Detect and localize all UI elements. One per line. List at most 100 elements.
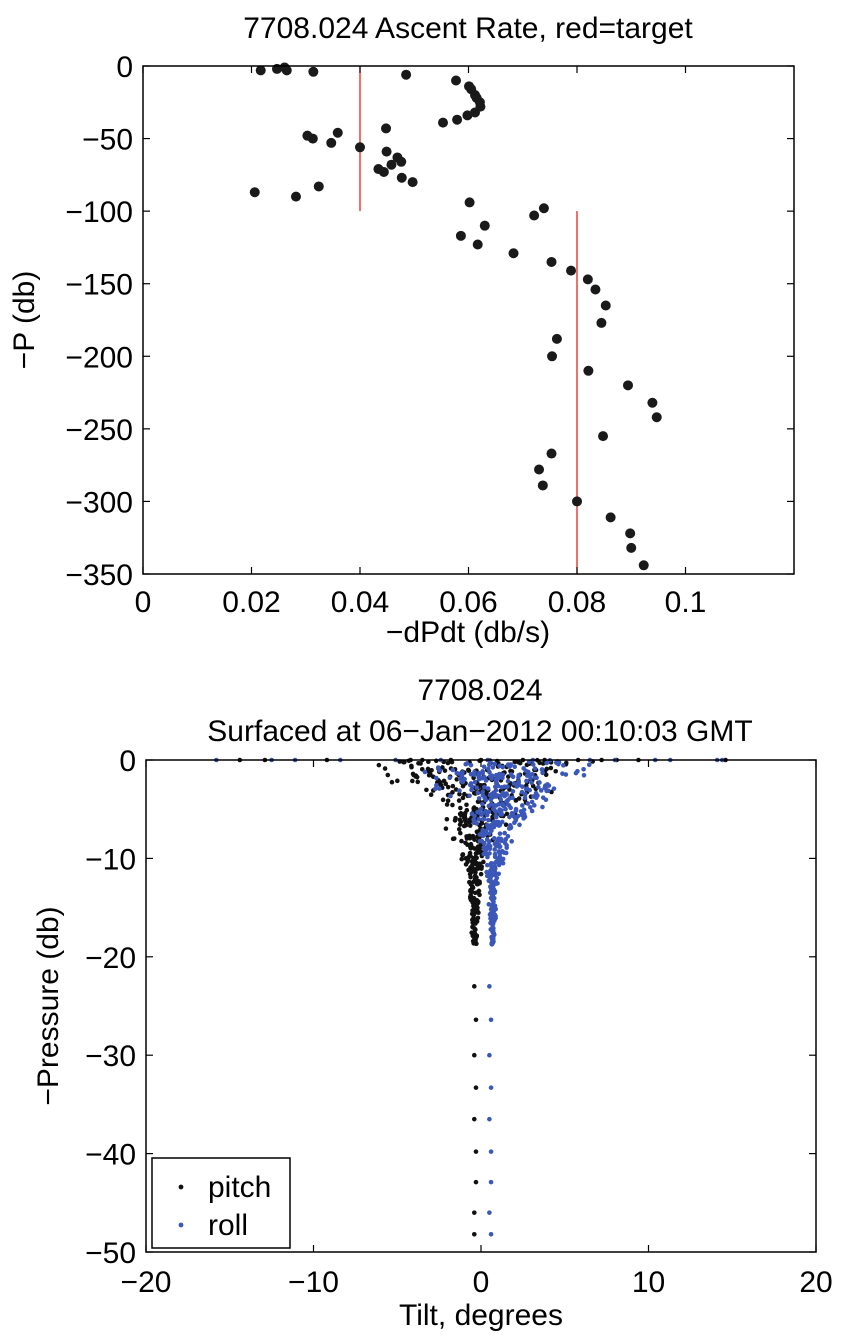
pitch-point	[450, 836, 456, 842]
legend-box	[151, 1157, 291, 1249]
pitch-point	[411, 772, 416, 778]
data-point	[451, 75, 462, 86]
data-point	[255, 65, 266, 76]
roll-point	[434, 775, 439, 781]
pitch-point	[479, 866, 484, 871]
roll-point	[586, 762, 592, 768]
data-point	[551, 333, 562, 344]
data-point	[479, 220, 490, 231]
roll-point	[502, 830, 507, 836]
roll-point	[480, 769, 485, 774]
data-point	[249, 187, 260, 198]
data-point	[566, 265, 577, 276]
data-point	[452, 114, 463, 125]
pitch-point	[458, 805, 463, 811]
y-tick-label: 0	[119, 745, 136, 778]
roll-point	[488, 797, 494, 803]
roll-point	[476, 816, 482, 822]
roll-point	[521, 816, 526, 821]
data-point	[378, 166, 389, 177]
roll-point	[489, 828, 494, 834]
data-point	[626, 542, 637, 553]
pitch-point	[468, 889, 473, 894]
roll-point	[490, 870, 495, 876]
pitch-point	[471, 860, 477, 866]
roll-point	[490, 888, 496, 893]
data-point	[534, 464, 545, 475]
ascent-rate-points	[249, 62, 662, 571]
roll-point	[488, 801, 494, 807]
legend-roll-marker	[178, 1222, 184, 1228]
data-point	[622, 380, 633, 391]
roll-point	[468, 771, 474, 777]
roll-point	[435, 765, 441, 770]
roll-point	[481, 764, 487, 770]
roll-point	[487, 1116, 492, 1122]
roll-point	[494, 875, 500, 881]
pitch-point	[473, 905, 478, 910]
roll-point	[482, 784, 487, 790]
y-tick-label: −250	[65, 414, 133, 447]
roll-point	[476, 772, 482, 777]
pitch-point	[477, 892, 482, 898]
pitch-point	[456, 798, 462, 803]
roll-point	[497, 844, 503, 850]
roll-point	[512, 820, 517, 826]
data-point	[386, 159, 397, 170]
roll-point	[581, 766, 586, 772]
chart2-y-ticks: 0 −10 −20 −30 −40 −50	[85, 745, 816, 1270]
data-point	[547, 351, 558, 362]
pitch-point	[425, 766, 431, 772]
pitch-point	[473, 1179, 479, 1185]
roll-point	[484, 869, 489, 875]
roll-point	[447, 775, 453, 781]
roll-point	[503, 806, 508, 812]
x-tick-label: 20	[799, 1266, 832, 1299]
pitch-point	[471, 912, 477, 918]
roll-point	[480, 801, 485, 807]
roll-point	[505, 784, 510, 789]
pitch-point	[504, 811, 510, 817]
data-point	[355, 142, 365, 153]
roll-point	[483, 847, 489, 853]
roll-point	[488, 1179, 494, 1185]
data-point	[381, 123, 392, 134]
pitch-point	[466, 867, 471, 873]
pitch-point	[464, 836, 470, 841]
data-point	[582, 274, 593, 285]
pitch-point	[445, 798, 451, 804]
x-tick-label: 0.1	[665, 586, 707, 619]
data-point	[326, 137, 337, 148]
y-tick-label: −350	[65, 559, 133, 592]
pitch-point	[469, 883, 475, 889]
data-point	[462, 110, 473, 121]
pitch-point	[433, 758, 439, 764]
roll-point	[487, 984, 492, 989]
roll-point	[483, 808, 489, 814]
pitch-point	[450, 783, 456, 789]
pitch-point	[472, 1052, 477, 1058]
pitch-point	[478, 871, 484, 877]
roll-point	[534, 775, 539, 781]
chart2-title-line2: Surfaced at 06−Jan−2012 00:10:03 GMT	[207, 715, 752, 748]
pitch-point	[470, 908, 475, 913]
data-point	[381, 146, 392, 157]
roll-point	[520, 784, 525, 789]
roll-point	[492, 807, 497, 813]
pitch-point	[474, 829, 480, 835]
roll-point	[499, 785, 504, 790]
roll-point	[518, 809, 524, 814]
roll-point	[526, 772, 532, 778]
pitch-point	[457, 822, 463, 827]
pitch-point	[472, 1210, 477, 1215]
pitch-point	[464, 802, 469, 808]
pitch-point	[470, 899, 476, 904]
data-point	[537, 480, 548, 491]
data-point	[281, 65, 292, 76]
pitch-point	[389, 779, 395, 785]
roll-point	[529, 771, 535, 777]
data-point	[546, 256, 557, 267]
pitch-point	[465, 842, 470, 848]
pitch-point	[414, 774, 420, 780]
roll-point	[478, 806, 484, 812]
